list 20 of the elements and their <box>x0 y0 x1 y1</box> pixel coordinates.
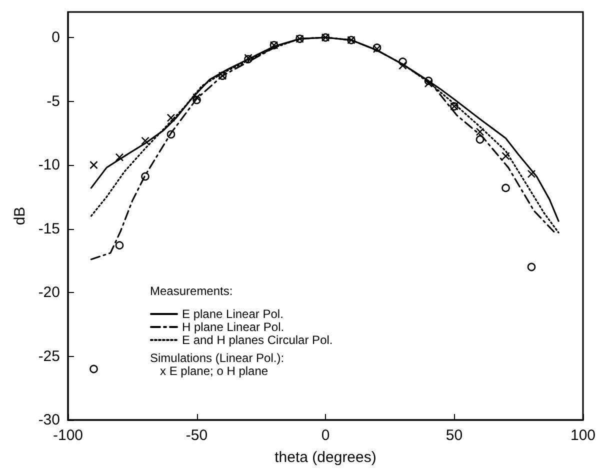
y-tick-label: -10 <box>38 156 60 174</box>
y-axis-title: dB <box>11 206 28 226</box>
annotation: Measurements: <box>150 284 233 298</box>
x-tick-label: 0 <box>321 427 330 444</box>
annotation: Simulations (Linear Pol.): <box>150 351 284 365</box>
y-tick-label: -25 <box>38 348 60 365</box>
legend-label: E and H planes Circular Pol. <box>182 333 333 347</box>
y-tick-label: -15 <box>38 220 60 238</box>
x-tick-label: -50 <box>186 427 208 444</box>
y-tick-label: -30 <box>38 412 60 428</box>
x-tick-label: -100 <box>52 427 84 444</box>
legend-label: H plane Linear Pol. <box>182 320 284 334</box>
legend-label: E plane Linear Pol. <box>182 307 284 321</box>
x-axis-title: theta (degrees) <box>274 449 376 466</box>
y-tick-label: -20 <box>38 284 60 301</box>
y-tick-label: 0 <box>52 29 60 46</box>
x-tick-label: 50 <box>446 427 463 444</box>
annotation: x E plane; o H plane <box>160 364 268 378</box>
x-tick-label: 100 <box>570 427 596 444</box>
y-tick-label: -5 <box>46 92 60 110</box>
